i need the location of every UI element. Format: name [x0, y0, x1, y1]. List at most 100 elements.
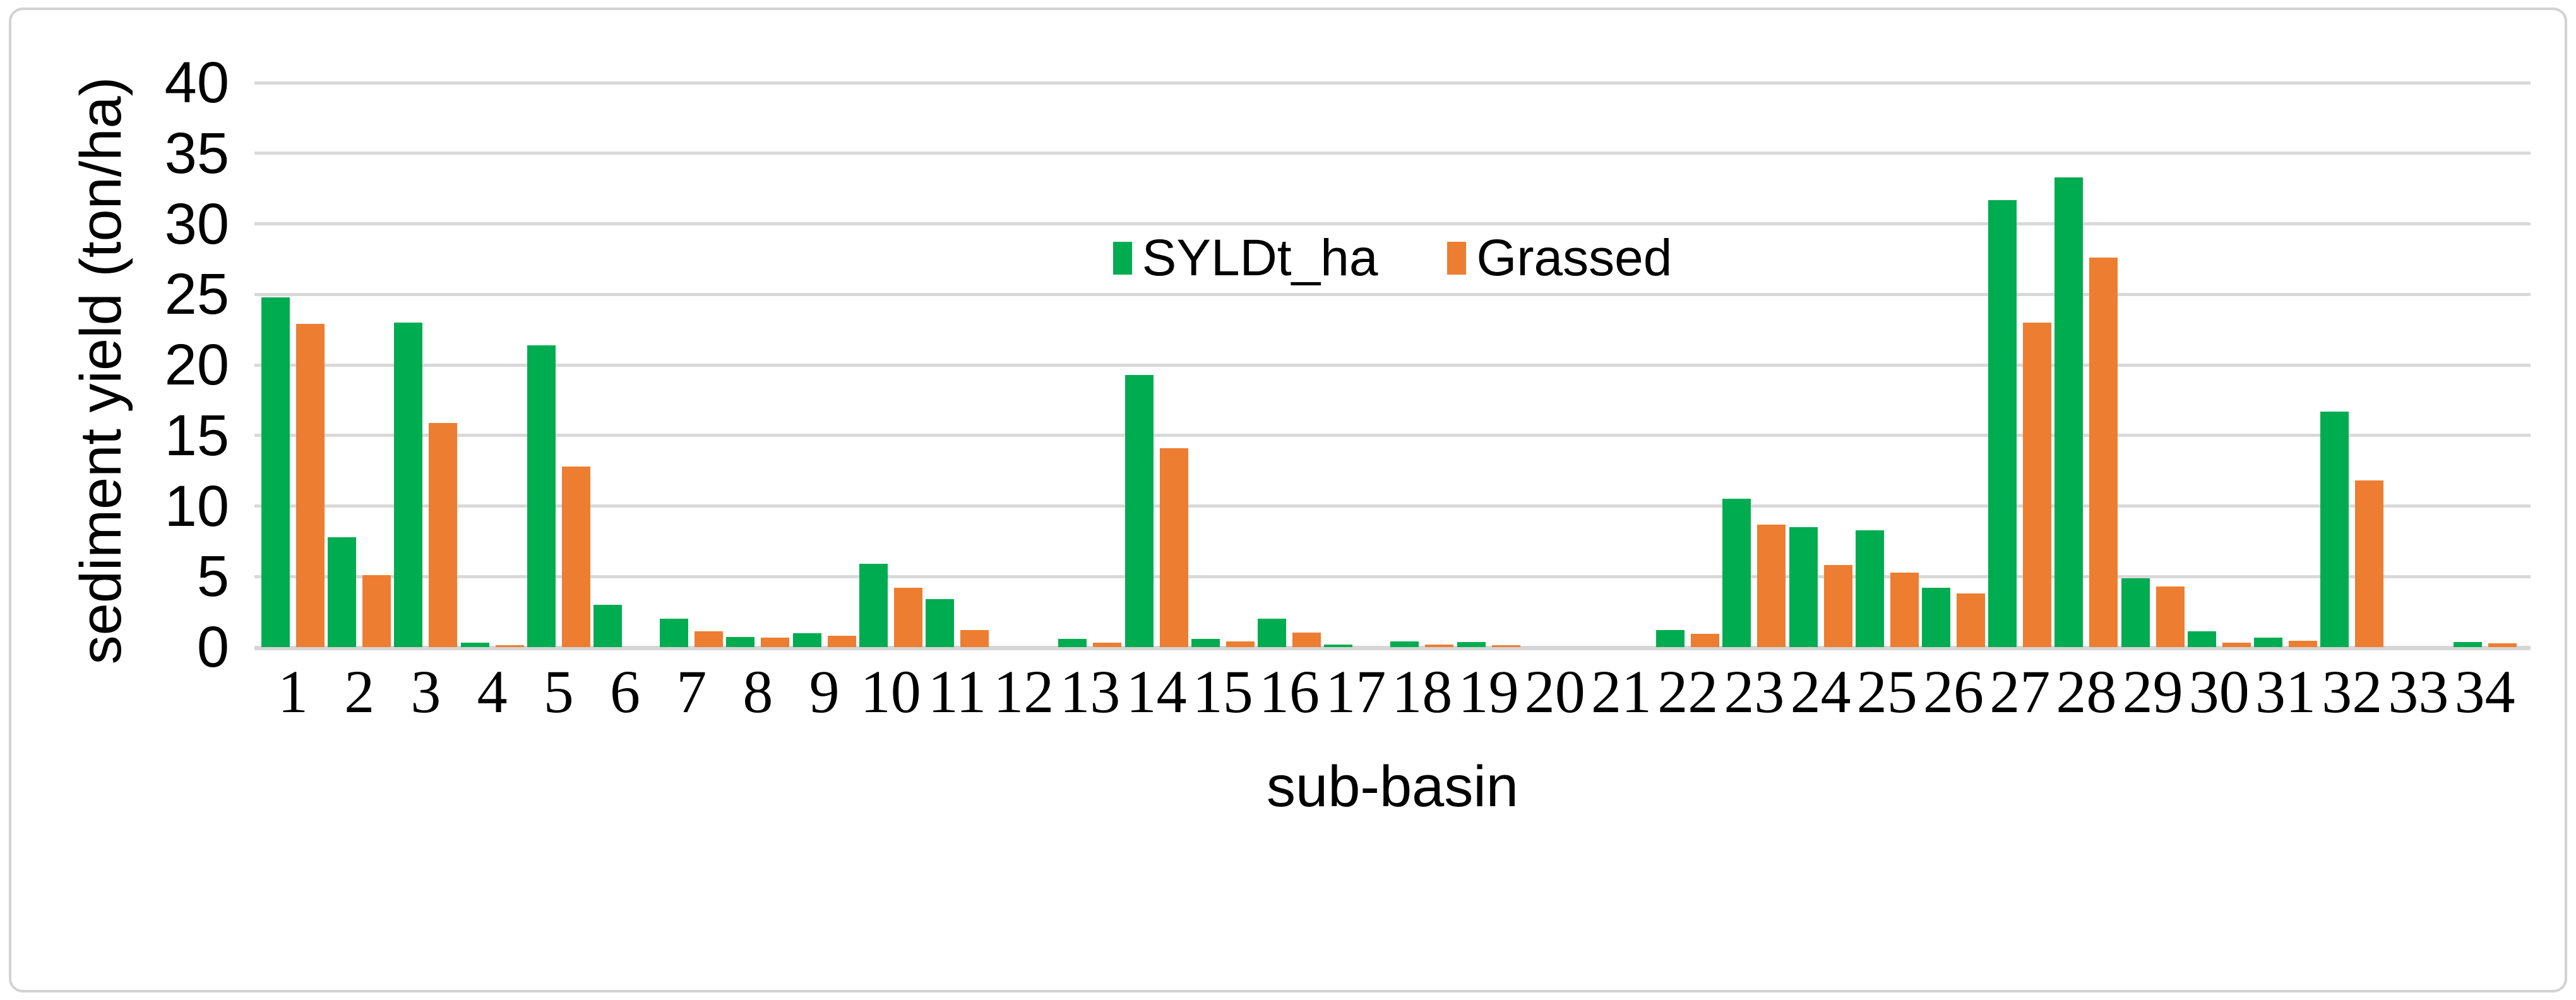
x-tick-label: 9: [809, 658, 840, 725]
bar-syldt_ha-3: [394, 322, 423, 647]
x-tick-label: 29: [2122, 658, 2183, 725]
bar-syldt_ha-29: [2121, 578, 2150, 647]
bar-grassed-7: [695, 631, 724, 647]
x-axis-baseline: [254, 645, 2531, 650]
bar-grassed-30: [2222, 643, 2251, 647]
y-tick-label: 20: [164, 333, 229, 397]
x-tick-label: 27: [1989, 658, 2051, 725]
bar-syldt_ha-13: [1058, 638, 1087, 647]
bar-syldt_ha-24: [1789, 527, 1818, 647]
bar-syldt_ha-26: [1922, 588, 1950, 647]
bar-grassed-9: [827, 636, 856, 647]
y-tick-label: 10: [164, 473, 229, 539]
bar-syldt_ha-9: [792, 633, 821, 647]
x-tick-label: 10: [860, 658, 921, 725]
y-tick-label: 25: [164, 262, 229, 327]
bar-syldt_ha-25: [1855, 530, 1884, 647]
legend-label-syldt-ha: SYLDt_ha: [1142, 229, 1378, 287]
x-tick-label: 12: [993, 658, 1054, 725]
bar-grassed-8: [761, 638, 790, 647]
bar-grassed-24: [1823, 565, 1852, 647]
bar-syldt_ha-11: [926, 599, 954, 647]
bar-grassed-29: [2156, 586, 2185, 647]
gridline: [254, 81, 2531, 85]
bar-grassed-2: [362, 575, 391, 647]
bar-grassed-26: [1957, 593, 1985, 647]
gridline: [254, 504, 2531, 508]
x-tick-label: 33: [2388, 658, 2449, 725]
y-tick-label: 35: [164, 121, 229, 186]
x-tick-label: 23: [1724, 658, 1785, 725]
y-tick-label: 0: [196, 615, 229, 679]
x-tick-label: 13: [1059, 658, 1121, 725]
x-tick-label: 11: [927, 658, 987, 725]
y-tick-label: 30: [164, 191, 229, 256]
legend-item-syldt-ha: SYLDt_ha: [1112, 229, 1378, 287]
bar-grassed-22: [1691, 633, 1720, 647]
x-tick-label: 20: [1524, 658, 1585, 725]
bar-syldt_ha-30: [2187, 631, 2216, 647]
bar-grassed-27: [2023, 322, 2052, 647]
x-tick-label: 14: [1126, 658, 1187, 725]
bar-grassed-31: [2289, 640, 2317, 647]
gridline: [254, 292, 2531, 296]
bar-syldt_ha-16: [1258, 619, 1286, 647]
bar-syldt_ha-14: [1124, 374, 1154, 647]
legend-swatch-syldt-ha-icon: [1112, 242, 1132, 275]
gridline: [254, 434, 2531, 437]
x-tick-label: 22: [1657, 658, 1719, 725]
bar-grassed-19: [1491, 645, 1520, 647]
x-tick-label: 16: [1259, 658, 1320, 725]
bar-grassed-18: [1425, 644, 1454, 647]
bar-syldt_ha-5: [527, 345, 556, 647]
x-tick-label: 18: [1392, 658, 1453, 725]
bar-grassed-13: [1093, 643, 1122, 647]
bar-grassed-25: [1890, 572, 1919, 647]
gridline: [254, 574, 2531, 578]
x-tick-label: 4: [477, 658, 508, 725]
bar-grassed-28: [2089, 258, 2118, 647]
bar-grassed-23: [1757, 524, 1786, 647]
bar-syldt_ha-15: [1191, 638, 1220, 647]
bar-syldt_ha-34: [2453, 641, 2482, 647]
x-tick-label: 32: [2322, 658, 2383, 725]
bar-grassed-16: [1292, 632, 1321, 647]
x-tick-label: 5: [543, 658, 574, 725]
bar-grassed-15: [1225, 641, 1255, 647]
bar-syldt_ha-6: [593, 604, 622, 647]
bar-syldt_ha-32: [2320, 411, 2349, 647]
bar-syldt_ha-8: [726, 637, 755, 647]
chart-container: SYLDt_ha Grassed sediment yield (ton/ha)…: [9, 8, 2567, 992]
legend-label-grassed: Grassed: [1476, 229, 1673, 287]
bar-grassed-32: [2355, 480, 2384, 647]
x-tick-label: 24: [1790, 658, 1851, 725]
bar-syldt_ha-19: [1457, 642, 1486, 647]
x-tick-label: 28: [2056, 658, 2117, 725]
x-tick-label: 15: [1192, 658, 1253, 725]
bar-syldt_ha-28: [2054, 177, 2084, 647]
x-tick-label: 34: [2454, 658, 2515, 725]
legend-swatch-grassed-icon: [1447, 242, 1467, 275]
bar-syldt_ha-17: [1324, 644, 1353, 647]
gridline: [254, 363, 2531, 367]
bar-grassed-14: [1159, 448, 1188, 647]
bar-syldt_ha-1: [261, 297, 290, 647]
x-tick-label: 25: [1856, 658, 1917, 725]
x-tick-label: 31: [2255, 658, 2316, 725]
bar-syldt_ha-10: [859, 564, 888, 647]
legend: SYLDt_ha Grassed: [254, 223, 2531, 293]
bar-grassed-1: [296, 324, 325, 647]
bar-syldt_ha-22: [1656, 630, 1685, 647]
y-tick-label: 5: [196, 544, 229, 609]
gridline: [254, 152, 2531, 155]
bar-syldt_ha-27: [1988, 199, 2017, 647]
x-tick-label: 17: [1325, 658, 1386, 725]
x-tick-label: 3: [410, 658, 441, 725]
y-tick-label: 15: [164, 403, 229, 468]
legend-item-grassed: Grassed: [1447, 232, 1672, 284]
bar-grassed-10: [893, 588, 922, 647]
bar-syldt_ha-7: [660, 619, 689, 647]
x-tick-label: 26: [1923, 658, 1984, 725]
x-tick-label: 30: [2188, 658, 2250, 725]
